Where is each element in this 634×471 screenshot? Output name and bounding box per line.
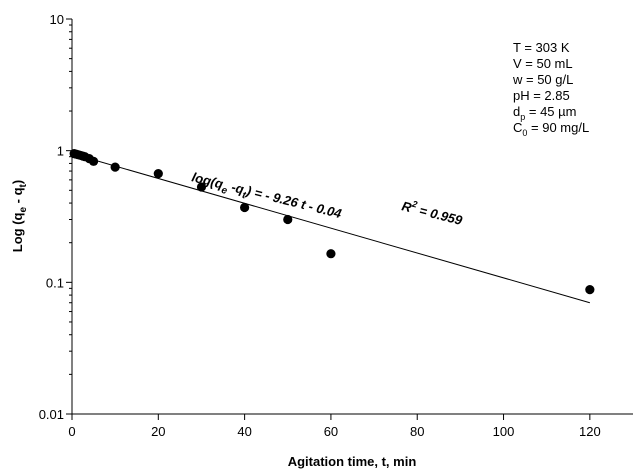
- y-tick-label: 1: [57, 144, 64, 159]
- data-point: [283, 214, 293, 225]
- data-point: [326, 249, 336, 259]
- x-tick-label: 40: [237, 424, 251, 439]
- condition-line: T = 303 K: [513, 40, 570, 55]
- x-tick-label: 0: [68, 424, 75, 439]
- y-tick-label: 0.01: [39, 407, 64, 422]
- experimental-conditions: T = 303 KV = 50 mLw = 50 g/LpH = 2.85dp …: [512, 40, 589, 138]
- data-point: [240, 202, 250, 213]
- y-tick-label: 0.1: [46, 275, 64, 290]
- condition-line: pH = 2.85: [513, 88, 570, 103]
- r-squared: R2 = 0.959: [400, 196, 465, 228]
- regression-line: [71, 153, 590, 304]
- x-axis-ticks: 0 20 40 60 80 100 120: [68, 414, 601, 439]
- condition-line: V = 50 mL: [513, 56, 573, 71]
- y-tick-label: 10: [50, 12, 64, 27]
- x-tick-label: 100: [493, 424, 515, 439]
- x-tick-label: 60: [324, 424, 338, 439]
- x-tick-label: 120: [579, 424, 601, 439]
- data-points: [69, 148, 595, 295]
- data-point: [196, 182, 207, 192]
- regression-line-group: [71, 153, 590, 304]
- y-axis-title: Log (qe - qt): [10, 180, 29, 252]
- data-point: [110, 162, 120, 172]
- condition-line: w = 50 g/L: [512, 72, 573, 87]
- plot-frame: [71, 19, 633, 415]
- data-point: [585, 285, 595, 295]
- condition-line: C0 = 90 mg/L: [513, 120, 589, 138]
- data-point: [153, 168, 163, 179]
- x-tick-label: 20: [151, 424, 165, 439]
- fit-equation: log(qe -qt) = - 9.26 t - 0.04: [189, 169, 344, 225]
- x-axis-title: Agitation time, t, min: [288, 454, 417, 469]
- y-axis-ticks: 0.01 0.1 1 10: [39, 12, 72, 422]
- data-point: [88, 156, 99, 166]
- x-tick-label: 80: [410, 424, 424, 439]
- condition-line: dp = 45 µm: [513, 104, 576, 122]
